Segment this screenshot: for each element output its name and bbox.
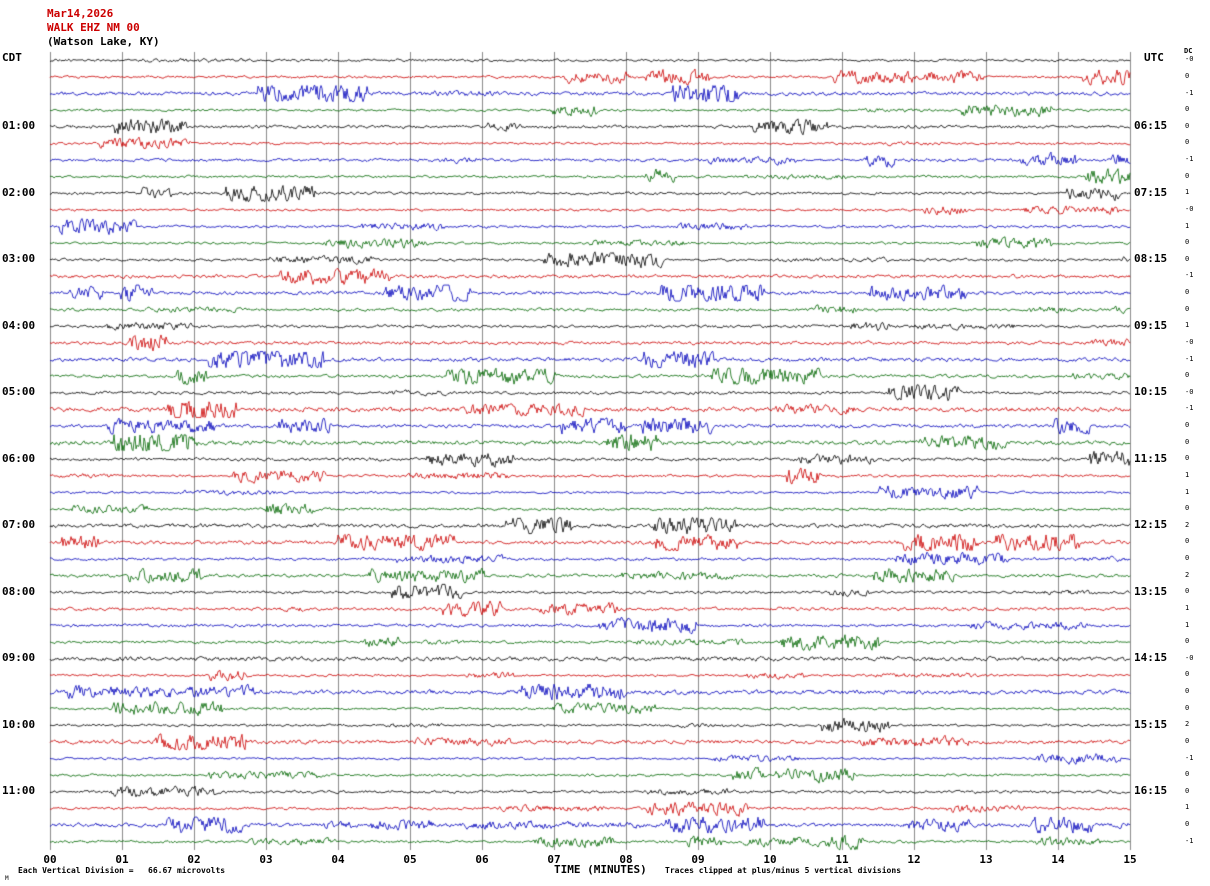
dc-offset-value: 0	[1185, 703, 1190, 712]
x-tick-label: 05	[403, 853, 417, 866]
station-location: (Watson Lake, KY)	[47, 35, 160, 48]
dc-offset-value: -1	[1185, 88, 1194, 97]
right-hour-label: 14:15	[1134, 651, 1168, 665]
dc-offset-value: 1	[1185, 620, 1190, 629]
right-hour-label: 13:15	[1134, 584, 1168, 598]
dc-offset-value: 0	[1185, 138, 1190, 147]
dc-offset-value: 0	[1185, 537, 1190, 546]
dc-offset-value: 0	[1185, 171, 1190, 180]
x-tick-label: 01	[115, 853, 129, 866]
dc-offset-value: 0	[1185, 820, 1190, 829]
left-hour-label: 11:00	[2, 784, 36, 798]
dc-offset-value: 1	[1185, 221, 1190, 230]
dc-offset-value: 0	[1185, 670, 1190, 679]
dc-offset-value: -1	[1185, 155, 1194, 164]
dc-column-label: DC	[1184, 47, 1193, 55]
x-tick-label: 03	[259, 853, 273, 866]
dc-offset-value: 0	[1185, 254, 1190, 263]
dc-offset-value: 0	[1185, 454, 1190, 463]
dc-offset-value: 2	[1185, 520, 1190, 529]
right-hour-label: 15:15	[1134, 717, 1168, 731]
x-tick-label: 13	[979, 853, 993, 866]
right-hour-label: 06:15	[1134, 119, 1168, 133]
corner-mark: M	[5, 875, 9, 882]
right-hour-label: 07:15	[1134, 185, 1168, 199]
left-hour-label: 02:00	[2, 185, 36, 199]
right-hour-label: 10:15	[1134, 385, 1168, 399]
dc-offset-value: -1	[1185, 354, 1194, 363]
x-tick-label: 00	[43, 853, 57, 866]
dc-offset-value: 1	[1185, 603, 1190, 612]
x-tick-label: 10	[763, 853, 777, 866]
vertical-division-note: Each Vertical Division = 66.67 microvolt…	[18, 866, 226, 875]
left-hour-label: 01:00	[2, 119, 36, 133]
left-hour-label: 10:00	[2, 717, 36, 731]
dc-offset-value: 1	[1185, 803, 1190, 812]
station-code: WALK EHZ NM 00	[47, 21, 140, 34]
dc-offset-value: 0	[1185, 637, 1190, 646]
dc-offset-value: -1	[1185, 404, 1194, 413]
right-hour-label: 11:15	[1134, 451, 1168, 465]
dc-offset-value: -1	[1185, 753, 1194, 762]
dc-offset-value: 0	[1185, 504, 1190, 513]
x-tick-label: 08	[619, 853, 633, 866]
x-tick-label: 12	[907, 853, 921, 866]
dc-offset-value: -0	[1185, 387, 1194, 396]
dc-offset-value: 0	[1185, 786, 1190, 795]
left-hour-label: 07:00	[2, 518, 36, 532]
dc-offset-value: 0	[1185, 437, 1190, 446]
dc-offset-value: 1	[1185, 487, 1190, 496]
right-hour-label: 09:15	[1134, 318, 1168, 332]
dc-offset-value: 0	[1185, 121, 1190, 130]
clip-note: Traces clipped at plus/minus 5 vertical …	[665, 866, 902, 875]
left-hour-label: 09:00	[2, 651, 36, 665]
x-tick-label: 07	[547, 853, 561, 866]
right-hour-label: 12:15	[1134, 518, 1168, 532]
dc-offset-value: 1	[1185, 470, 1190, 479]
dc-offset-value: 0	[1185, 554, 1190, 563]
dc-offset-value: -0	[1185, 204, 1194, 213]
dc-offset-value: 0	[1185, 238, 1190, 247]
x-tick-label: 14	[1051, 853, 1065, 866]
dc-offset-value: 0	[1185, 105, 1190, 114]
dc-offset-value: 0	[1185, 71, 1190, 80]
dc-offset-value: 0	[1185, 288, 1190, 297]
dc-offset-value: -0	[1185, 653, 1194, 662]
right-timezone-label: UTC	[1144, 51, 1164, 64]
x-tick-label: 11	[835, 853, 849, 866]
left-hour-label: 06:00	[2, 451, 36, 465]
left-hour-label: 05:00	[2, 385, 36, 399]
dc-offset-value: 0	[1185, 304, 1190, 313]
dc-offset-value: 0	[1185, 587, 1190, 596]
dc-offset-value: 0	[1185, 371, 1190, 380]
x-tick-label: 09	[691, 853, 705, 866]
record-date: Mar14,2026	[47, 7, 114, 20]
dc-offset-value: 0	[1185, 736, 1190, 745]
x-tick-label: 02	[187, 853, 201, 866]
left-hour-label: 08:00	[2, 584, 36, 598]
right-hour-label: 08:15	[1134, 252, 1168, 266]
dc-offset-value: -0	[1185, 337, 1194, 346]
x-tick-label: 04	[331, 853, 345, 866]
dc-offset-value: 0	[1185, 421, 1190, 430]
x-tick-label: 06	[475, 853, 489, 866]
x-axis-title: TIME (MINUTES)	[554, 863, 647, 876]
dc-offset-value: 1	[1185, 188, 1190, 197]
left-hour-label: 03:00	[2, 252, 36, 266]
dc-offset-value: 2	[1185, 570, 1190, 579]
dc-offset-value: 2	[1185, 720, 1190, 729]
dc-offset-value: -1	[1185, 271, 1194, 280]
dc-offset-value: 0	[1185, 770, 1190, 779]
dc-offset-value: 1	[1185, 321, 1190, 330]
dc-offset-value: -0	[1185, 55, 1194, 64]
left-hour-label: 04:00	[2, 318, 36, 332]
dc-offset-value: -1	[1185, 836, 1194, 845]
right-hour-label: 16:15	[1134, 784, 1168, 798]
dc-offset-value: 0	[1185, 687, 1190, 696]
left-timezone-label: CDT	[2, 51, 22, 64]
x-tick-label: 15	[1123, 853, 1137, 866]
